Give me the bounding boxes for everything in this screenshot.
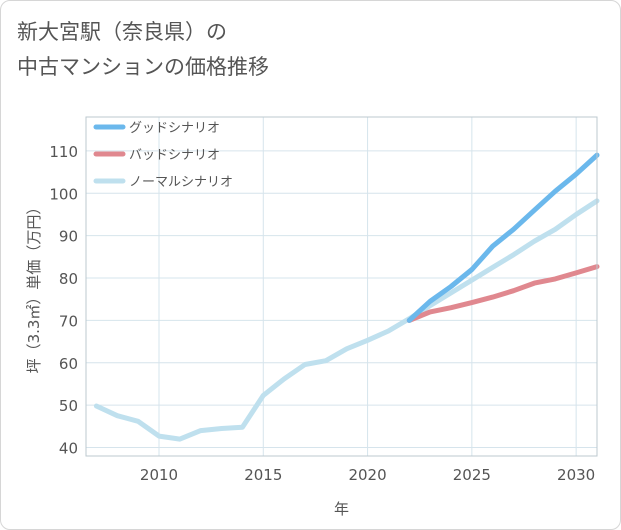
legend-label-good: グッドシナリオ [129,121,220,136]
y-tick-label-90: 90 [59,228,78,246]
x-tick-label-2020: 2020 [348,466,386,484]
y-tick-label-50: 50 [59,397,78,415]
chart-axes [85,116,598,457]
series-line-bad [406,264,600,323]
chart-title-line1: 新大宮駅（奈良県）の [17,20,227,44]
legend-label-normal: ノーマルシナリオ [129,175,233,190]
y-axis-title: 坪（3.3㎡）単価（万円） [25,200,43,374]
x-tick-label-2010: 2010 [140,466,178,484]
x-tick-label-2015: 2015 [244,466,282,484]
x-tick-label-2030: 2030 [557,466,595,484]
y-tick-label-110: 110 [49,143,78,161]
chart-grid [86,117,597,456]
legend-label-bad: バッドシナリオ [129,148,220,163]
plot-frame [85,116,598,457]
y-tick-label-40: 40 [59,440,78,458]
chart-title-line2: 中古マンションの価格推移 [17,55,269,79]
chart-title: 新大宮駅（奈良県）の 中古マンションの価格推移 [17,15,269,85]
chart-series [93,152,600,442]
x-axis-title: 年 [334,500,349,518]
series-line-normal [93,198,600,442]
y-tick-label-80: 80 [59,270,78,288]
y-tick-label-60: 60 [59,355,78,373]
y-tick-label-100: 100 [49,185,78,203]
series-line-good [406,152,600,323]
y-tick-label-70: 70 [59,312,78,330]
x-tick-label-2025: 2025 [453,466,491,484]
chart-tick-labels: 40 50 60 70 80 90 100 110 2010 2015 2020 2025 2030 [49,143,595,484]
